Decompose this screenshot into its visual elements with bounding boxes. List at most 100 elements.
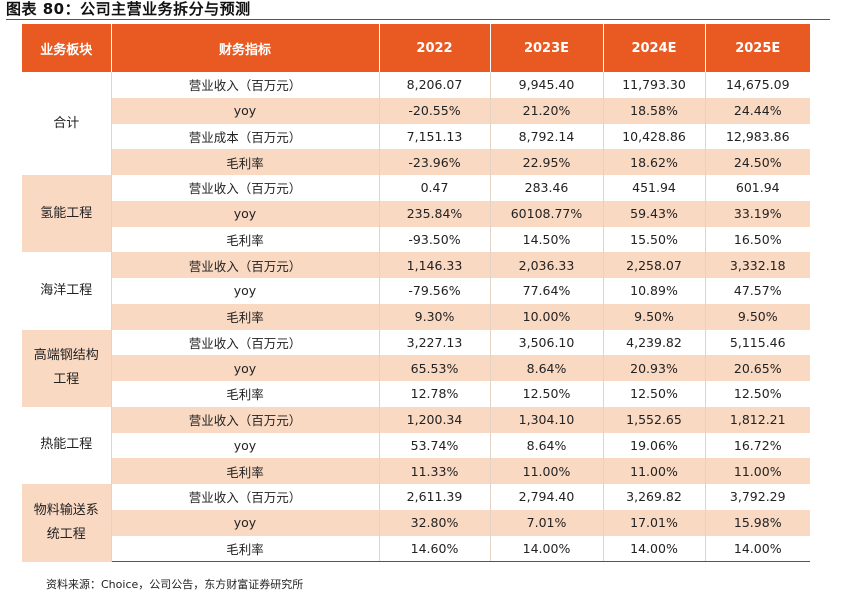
table-cell: 12.50% xyxy=(490,381,604,407)
table-cell: 2,036.33 xyxy=(490,252,604,278)
table-cell: 10,428.86 xyxy=(603,123,706,150)
table-cell: 16.50% xyxy=(733,231,782,247)
table-cell: 20.65% xyxy=(705,355,810,381)
title-divider xyxy=(6,19,830,20)
table-row: yoy 65.53% 8.64% 20.93% 20.65% xyxy=(22,355,810,381)
table-cell: 2,794.40 xyxy=(490,484,604,510)
table-cell: 11.00% xyxy=(705,458,810,484)
table-cell: 18.62% xyxy=(603,149,706,175)
table-cell: 21.20% xyxy=(490,97,604,124)
table-cell: 14.00% xyxy=(603,535,706,563)
table-cell: 4,239.82 xyxy=(603,329,706,356)
table-cell: 9.50% xyxy=(705,303,810,330)
header-year: 2022 xyxy=(379,24,491,72)
segment-label-line: 高端钢结构 xyxy=(33,348,99,364)
table-cell: 15.98% xyxy=(705,509,810,536)
table-cell: 8.64% xyxy=(490,355,604,381)
table-cell: 8.64% xyxy=(490,432,604,459)
table-cell: 11.33% xyxy=(379,458,491,484)
table-cell: 12.50% xyxy=(603,381,706,407)
table-row: 毛利率 12.78% 12.50% 12.50% 12.50% xyxy=(22,381,810,407)
segment-label: 合计 xyxy=(22,72,112,175)
metric-label: yoy xyxy=(111,200,380,227)
segment-label: 物料输送系 统工程 xyxy=(22,484,112,562)
segment-label: 海洋工程 xyxy=(22,252,112,330)
header-year: 2023E xyxy=(490,24,604,72)
table-row: yoy -20.55% 21.20% 18.58% 24.44% xyxy=(22,97,810,124)
table-cell: 18.58% xyxy=(603,97,706,124)
metric-label: yoy xyxy=(111,278,380,304)
table-row: 高端钢结构 工程 营业收入（百万元） 3,227.13 3,506.10 4,2… xyxy=(22,329,810,407)
table-cell: 47.57% xyxy=(733,283,782,299)
metric-label: 毛利率 xyxy=(111,458,380,484)
table-cell: 9,945.40 xyxy=(490,72,604,98)
table-cell: 283.46 xyxy=(490,175,604,201)
metric-label: 营业收入（百万元） xyxy=(111,175,380,201)
table-row: 毛利率 11.33% 11.00% 11.00% 11.00% xyxy=(22,458,810,484)
table-cell: -23.96% xyxy=(379,149,491,175)
table-cell: 65.53% xyxy=(379,355,491,381)
metric-label: 毛利率 xyxy=(111,303,380,330)
table-cell: -79.56% xyxy=(379,278,491,304)
table-row: 毛利率 -93.50% 14.50% 15.50% 16.50% xyxy=(22,226,810,253)
metric-label: yoy xyxy=(111,355,380,381)
table-cell: 11.00% xyxy=(490,458,604,484)
table-row: yoy 53.74% 8.64% 19.06% 16.72% xyxy=(22,432,810,459)
header-year: 2024E xyxy=(603,24,706,72)
table-cell: 12,983.86 xyxy=(725,128,790,144)
table-row: yoy -79.56% 77.64% 10.89% 47.57% xyxy=(22,278,810,304)
table-cell: 8,206.07 xyxy=(379,72,491,98)
table-cell: 1,304.10 xyxy=(490,406,604,433)
table-row: 毛利率 14.60% 14.00% 14.00% 14.00% xyxy=(22,535,810,563)
table-row: 毛利率 9.30% 10.00% 9.50% 9.50% xyxy=(22,303,810,330)
table-cell: 33.19% xyxy=(705,200,810,227)
segment-label: 氢能工程 xyxy=(22,175,112,253)
financial-table: 业务板块 财务指标 2022 2023E 2024E 2025E 合计 营业收入… xyxy=(22,24,810,563)
table-row: 氢能工程 营业收入（百万元） 0.47 283.46 451.94 601.94 xyxy=(22,175,810,253)
metric-label: yoy xyxy=(111,97,380,124)
table-cell: 5,115.46 xyxy=(729,334,786,350)
metric-label: 营业收入（百万元） xyxy=(111,484,380,510)
metric-label: 营业收入（百万元） xyxy=(111,329,380,356)
table-cell: 8,792.14 xyxy=(490,123,604,150)
table-cell: 60108.77% xyxy=(490,200,604,227)
header-metric: 财务指标 xyxy=(111,24,380,72)
metric-label: 毛利率 xyxy=(111,149,380,175)
segment-label: 热能工程 xyxy=(22,406,112,484)
table-cell: 24.44% xyxy=(705,97,810,124)
table-cell: 77.64% xyxy=(490,278,604,304)
table-cell: 3,792.29 xyxy=(729,489,786,505)
segment-label-line: 物料输送系 xyxy=(33,502,99,518)
header-year: 2025E xyxy=(705,24,810,72)
table-cell: -20.55% xyxy=(379,97,491,124)
segment-label-line: 统工程 xyxy=(46,526,86,542)
metric-label: 营业成本（百万元） xyxy=(111,123,380,150)
metric-label: 毛利率 xyxy=(111,381,380,407)
table-cell: 59.43% xyxy=(603,200,706,227)
metric-label: 毛利率 xyxy=(111,226,380,253)
segment-label-line: 工程 xyxy=(53,372,80,388)
table-cell: 20.93% xyxy=(603,355,706,381)
table-cell: 3,269.82 xyxy=(603,484,706,510)
table-cell: 3,332.18 xyxy=(705,252,810,278)
metric-label: 毛利率 xyxy=(111,535,380,563)
header-segment: 业务板块 xyxy=(22,24,112,72)
metric-label: 营业收入（百万元） xyxy=(111,252,380,278)
segment-label: 高端钢结构 工程 xyxy=(22,329,112,407)
table-row: yoy 32.80% 7.01% 17.01% 15.98% xyxy=(22,509,810,536)
metric-label: 营业收入（百万元） xyxy=(111,72,380,98)
table-cell: 601.94 xyxy=(735,180,780,196)
table-cell: 11,793.30 xyxy=(603,72,706,98)
table-cell: 235.84% xyxy=(379,200,491,227)
table-cell: 9.50% xyxy=(603,303,706,330)
table-row: 营业成本（百万元） 7,151.13 8,792.14 10,428.86 12… xyxy=(22,123,810,150)
table-row: 物料输送系 统工程 营业收入（百万元） 2,611.39 2,794.40 3,… xyxy=(22,484,810,562)
table-cell: 14.60% xyxy=(379,535,491,563)
table-cell: 10.89% xyxy=(603,278,706,304)
table-cell: 1,552.65 xyxy=(603,406,706,433)
table-cell: 16.72% xyxy=(733,437,782,453)
table-cell: 0.47 xyxy=(379,175,491,201)
table-row: 海洋工程 营业收入（百万元） 1,146.33 2,036.33 2,258.0… xyxy=(22,252,810,330)
table-cell: 2,258.07 xyxy=(603,252,706,278)
table-cell: 14,675.09 xyxy=(725,77,790,93)
